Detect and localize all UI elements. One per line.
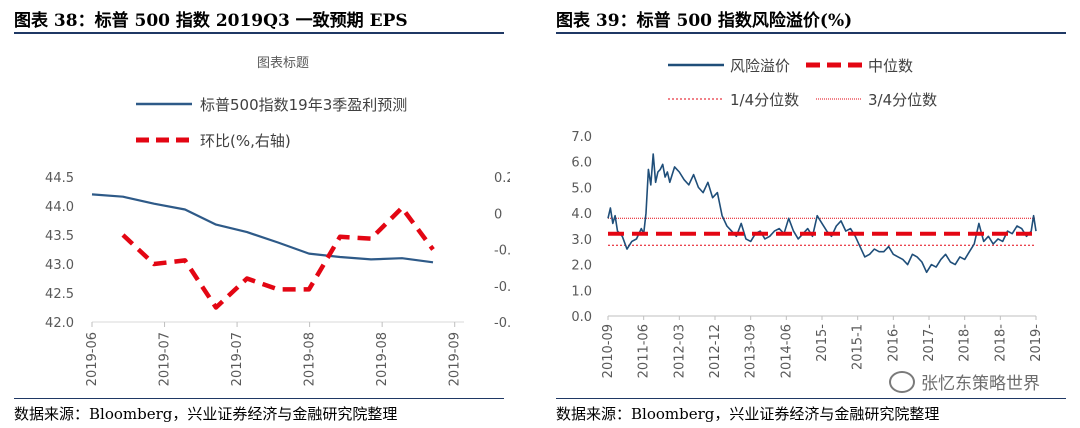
series-line-eps [91, 193, 434, 264]
y-left-tick-label: 44.5 [45, 171, 74, 186]
y-left-tick-label: 42.5 [45, 287, 74, 302]
x-tick-label: 2018- [958, 324, 973, 362]
x-tick-label: 2012-03 [672, 324, 687, 378]
x-tick-label: 2019-09 [448, 332, 463, 386]
x-tick-label: 2019-07 [158, 332, 173, 386]
x-tick-label: 2019-08 [375, 332, 390, 386]
right-panel-title: 图表 39：标普 500 指数风险溢价(%) [556, 11, 853, 31]
legend-label-eps: 标普500指数19年3季盈利预测 [200, 96, 407, 114]
series-line-qoq [121, 205, 435, 310]
x-tick-label: 2019-07 [230, 332, 245, 386]
legend: 风险溢价 中位数 1/4分位数 3/4分位数 [668, 57, 937, 109]
y-tick-label: 3.0 [571, 233, 592, 248]
x-tick-label: 2019-08 [303, 332, 318, 386]
left-chart: 图表标题 标普500指数19年3季盈利预测 环比(%,右轴) 44.5 44.0 4… [45, 56, 510, 386]
x-tick-label: 2019- [1029, 324, 1044, 362]
x-tick-label: 2012-12 [708, 324, 723, 378]
x-tick-label: 2015- [815, 324, 830, 362]
x-tick-label: 2014-06 [779, 324, 794, 378]
y-right-tick-label: 0.2 [494, 171, 510, 186]
x-tick-label: 2013-09 [744, 324, 759, 378]
watermark: 张忆东策略世界 [889, 369, 1040, 394]
legend-label-q1: 1/4分位数 [730, 91, 799, 109]
y-tick-label: 1.0 [571, 284, 592, 299]
x-tick-label: 2011-06 [637, 324, 652, 378]
right-title-rule [556, 32, 1066, 34]
y-tick-label: 5.0 [571, 181, 592, 196]
series-line-risk-premium [607, 153, 1037, 274]
legend-label-risk-premium: 风险溢价 [730, 57, 790, 75]
y-right-tick-label: 0 [494, 207, 502, 222]
left-panel-title: 图表 38：标普 500 指数 2019Q3 一致预期 EPS [14, 11, 408, 31]
y-right-tick-label: -0.4 [494, 280, 510, 295]
legend-label-median: 中位数 [868, 57, 913, 75]
y-left-tick-label: 42.0 [45, 316, 74, 331]
right-source-rule [556, 398, 1066, 399]
legend: 标普500指数19年3季盈利预测 环比(%,右轴) [136, 96, 407, 150]
y-right-tick-label: -0.2 [494, 244, 510, 259]
y-tick-label: 4.0 [571, 207, 592, 222]
left-source: 数据来源：Bloomberg，兴业证券经济与金融研究院整理 [14, 405, 398, 423]
x-tick-label: 2017- [922, 324, 937, 362]
x-tick-label: 2016- [886, 324, 901, 362]
x-tick-label: 2010-09 [601, 324, 616, 378]
right-chart: 风险溢价 中位数 1/4分位数 3/4分位数 7.0 6.0 5.0 4.0 3.0 2.… [571, 57, 1044, 378]
left-title-rule [14, 32, 504, 34]
y-left-tick-label: 43.0 [45, 258, 74, 273]
y-right-tick-label: -0.6 [494, 316, 510, 331]
y-left-tick-label: 43.5 [45, 229, 74, 244]
y-tick-label: 6.0 [571, 156, 592, 171]
x-tick-label: 2015-1 [851, 324, 866, 370]
y-left-tick-label: 44.0 [45, 200, 74, 215]
watermark-text: 张忆东策略世界 [921, 374, 1040, 394]
legend-label-qoq: 环比(%,右轴) [200, 132, 291, 150]
y-tick-label: 0.0 [571, 310, 592, 325]
y-tick-label: 7.0 [571, 130, 592, 145]
x-tick-label: 2019-06 [85, 332, 100, 386]
x-tick-label: 2018- [993, 324, 1008, 362]
left-source-rule [14, 398, 504, 399]
chart-title: 图表标题 [257, 56, 309, 71]
wechat-icon [889, 370, 915, 393]
right-source: 数据来源：Bloomberg，兴业证券经济与金融研究院整理 [556, 405, 940, 423]
y-tick-label: 2.0 [571, 259, 592, 274]
legend-label-q3: 3/4分位数 [868, 91, 937, 109]
